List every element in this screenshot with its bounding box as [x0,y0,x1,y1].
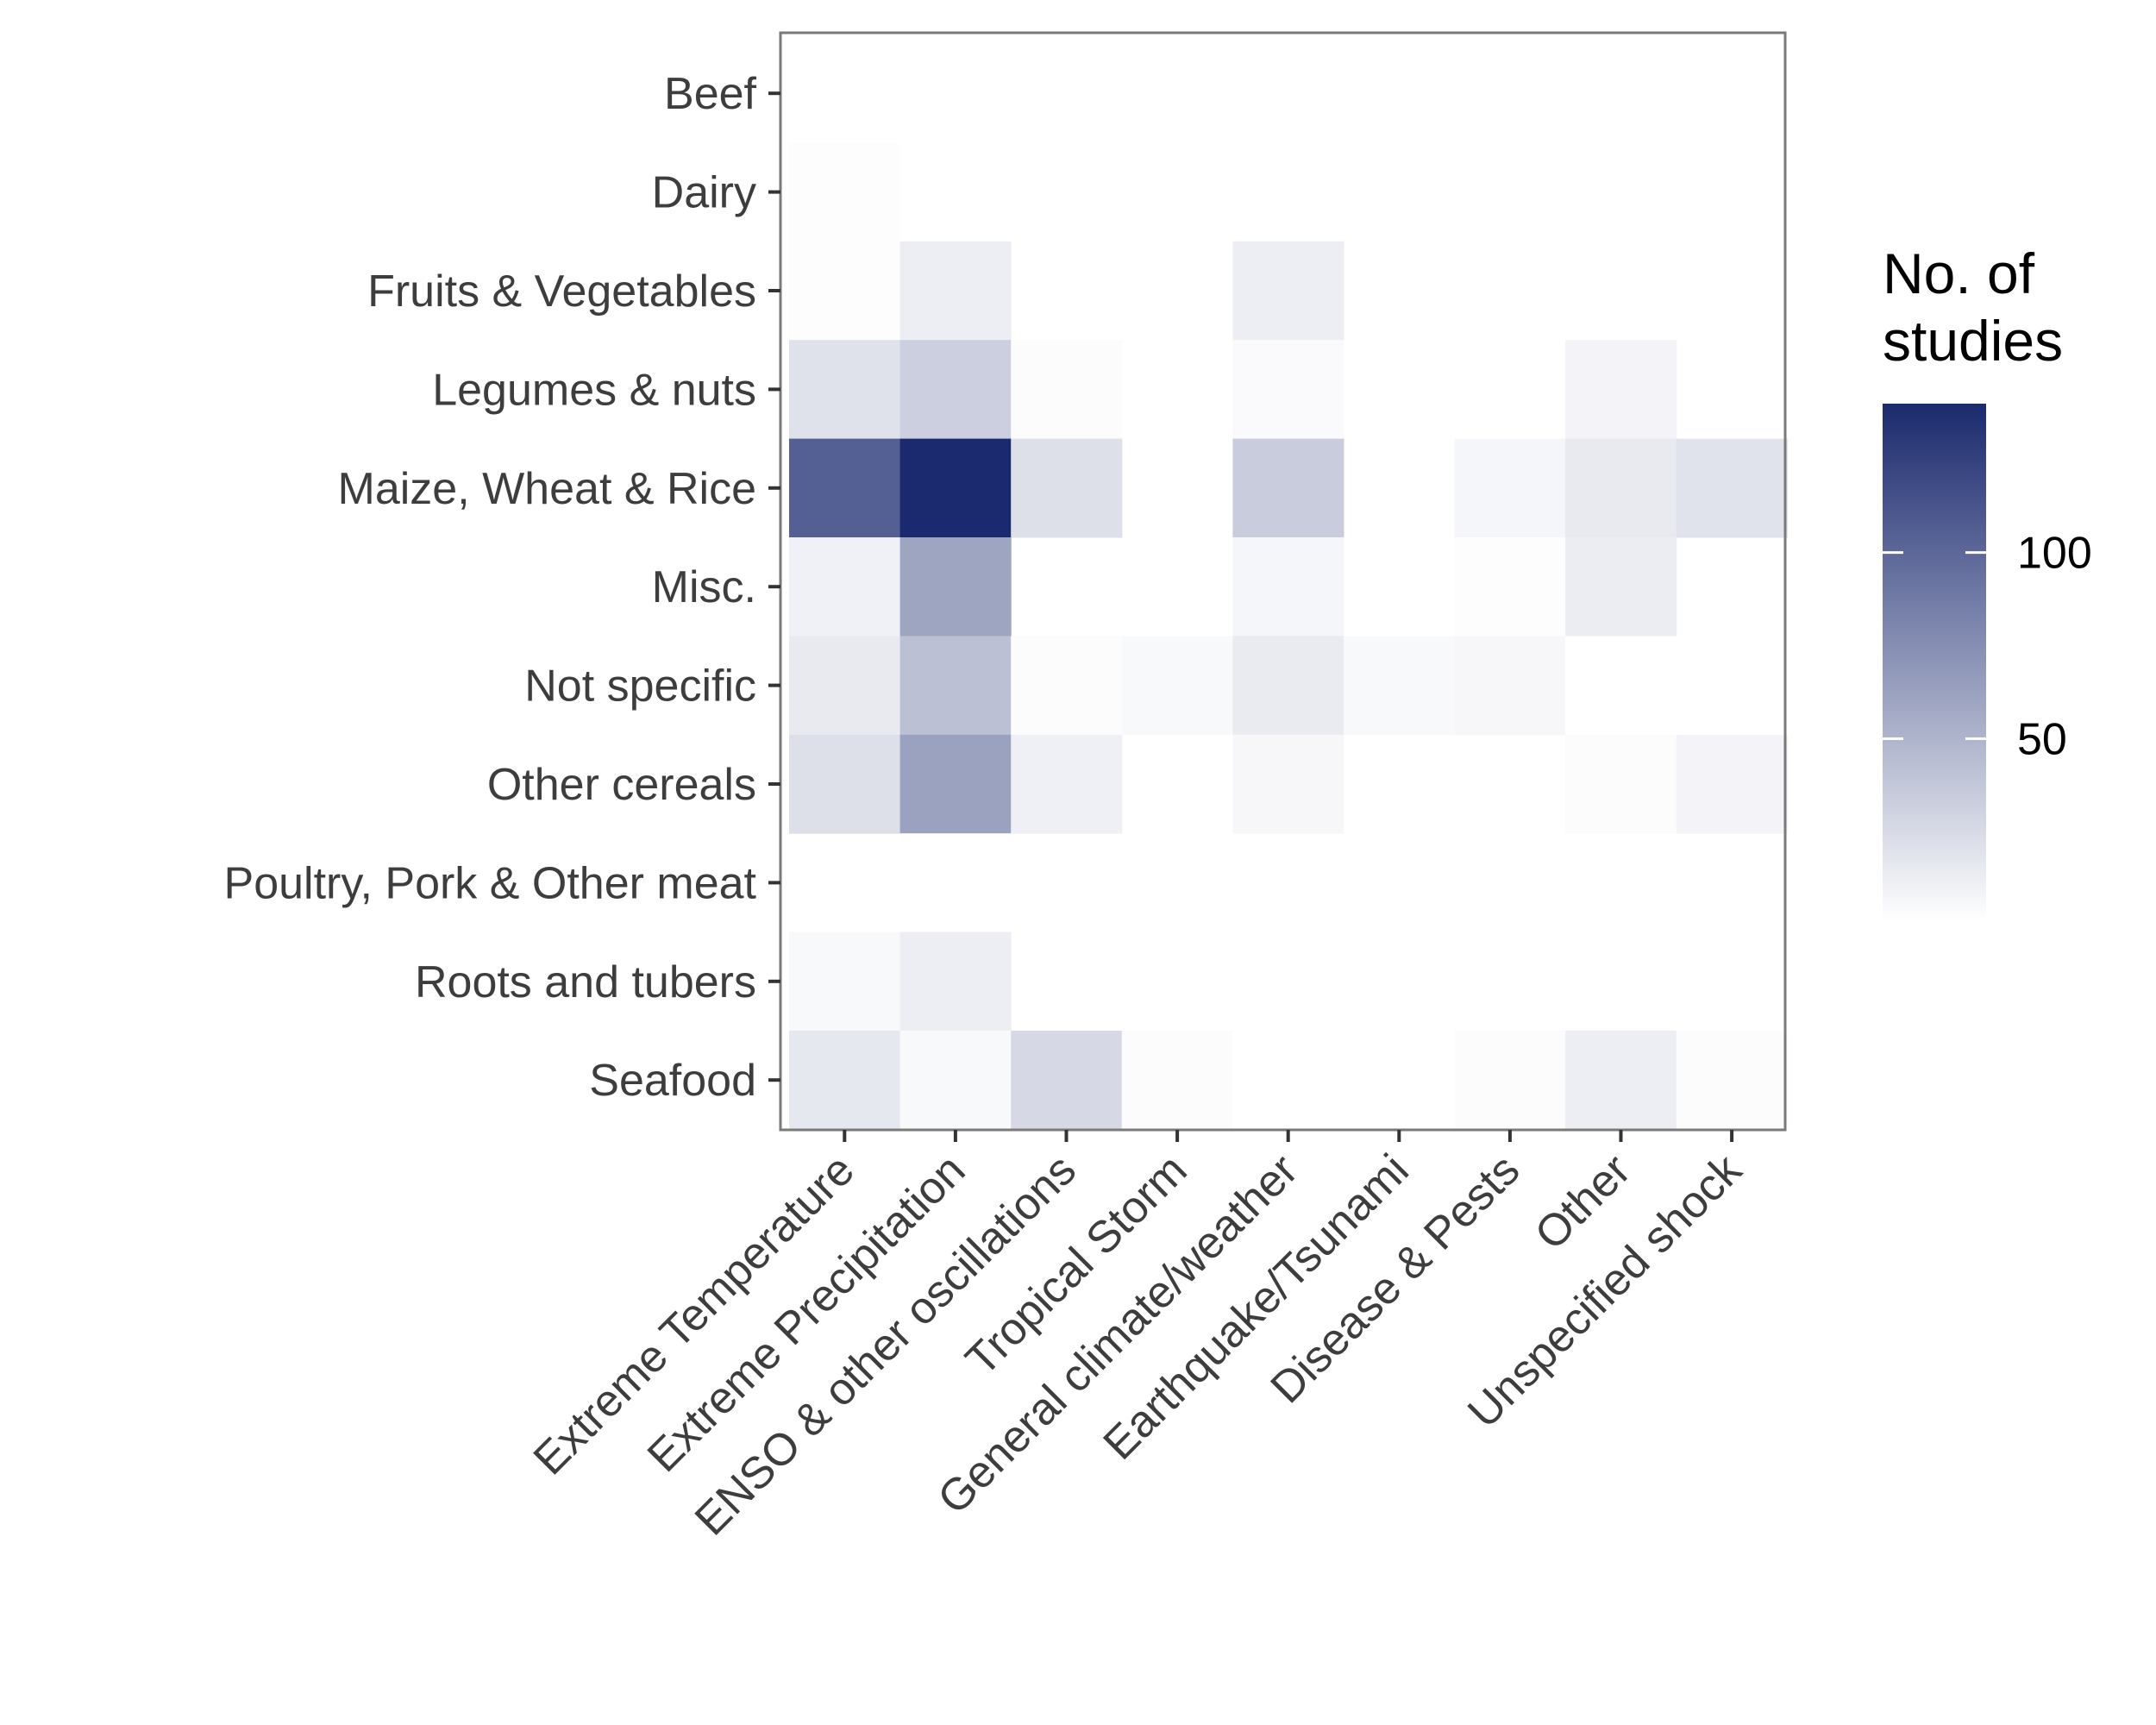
heatmap-cell [1344,636,1456,736]
heatmap-cell [789,932,901,1032]
heatmap-cell [1454,537,1566,637]
heatmap-cell [899,340,1012,440]
heatmap-cell [1676,438,1788,538]
heatmap-cell [1565,734,1677,834]
y-axis: Beef Dairy Fruits & Vegetables Legumes & nu… [224,69,780,1106]
legend-title-line-2: studies [1883,309,2063,373]
y-tick-label: Roots and tubers [415,957,756,1007]
heatmap-cell [1454,1031,1566,1130]
heatmap-cell [1565,1031,1677,1130]
legend-tick-label: 100 [2017,529,2092,579]
heatmap-cell [1565,636,1677,736]
y-tick-label: Maize, Wheat & Rice [338,464,757,514]
heatmap-cell [899,833,1012,933]
y-tick-label: Beef [664,69,757,119]
legend-title-line-1: No. of [1883,242,2035,305]
y-tick-label: Legumes & nuts [432,365,756,415]
heatmap-cell [1232,636,1344,736]
y-tick-label: Fruits & Vegetables [367,267,756,317]
heatmap-cells [789,142,1788,1130]
y-tick-label: Dairy [652,168,756,218]
heatmap-cell [1121,1031,1233,1130]
heatmap-cell [1232,340,1344,440]
heatmap-cell [1011,734,1123,834]
y-tick-label: Seafood [589,1056,756,1106]
heatmap-cell [1565,438,1677,538]
heatmap-cell [789,1031,901,1130]
heatmap-cell [899,241,1012,341]
heatmap-cell [1121,636,1233,736]
heatmap-cell [1232,537,1344,637]
heatmap-cell [1232,438,1344,538]
y-tick-label: Not specific [524,662,756,712]
heatmap-cell [899,1031,1012,1130]
heatmap-cell [1565,340,1677,440]
legend-ticks: 100 50 [1883,529,2092,764]
y-tick-label: Other cereals [487,760,756,810]
heatmap-cell [899,932,1012,1032]
heatmap-cell [1011,1031,1123,1130]
heatmap-cell [1676,734,1788,834]
heatmap-cell [1454,636,1566,736]
heatmap-cell [899,142,1012,242]
heatmap-cell [899,438,1012,538]
heatmap-cell [899,734,1012,834]
heatmap-cell [1011,438,1123,538]
heatmap-cell [789,142,901,242]
heatmap-cell [789,636,901,736]
heatmap-cell [1676,1031,1788,1130]
heatmap-cell [899,537,1012,637]
heatmap-cell [789,340,901,440]
legend-tick-label: 50 [2017,714,2067,764]
heatmap-cell [1011,636,1123,736]
heatmap-cell [1011,340,1123,440]
heatmap-cell [1232,734,1344,834]
heatmap-cell [789,537,901,637]
heatmap-cell [1454,438,1566,538]
y-tick-label: Poultry, Pork & Other meat [224,858,757,908]
heatmap-cell [1565,537,1677,637]
heatmap-cell [789,734,901,834]
plot-panel-border [779,31,1787,1132]
y-tick-label: Misc. [652,562,756,612]
legend: No. of studies 100 50 [1883,242,2092,921]
heatmap-cell [899,636,1012,736]
legend-colorbar [1883,404,1986,921]
heatmap-cell [1232,241,1344,341]
heatmap-cell [789,438,901,538]
heatmap-cell [789,241,901,341]
